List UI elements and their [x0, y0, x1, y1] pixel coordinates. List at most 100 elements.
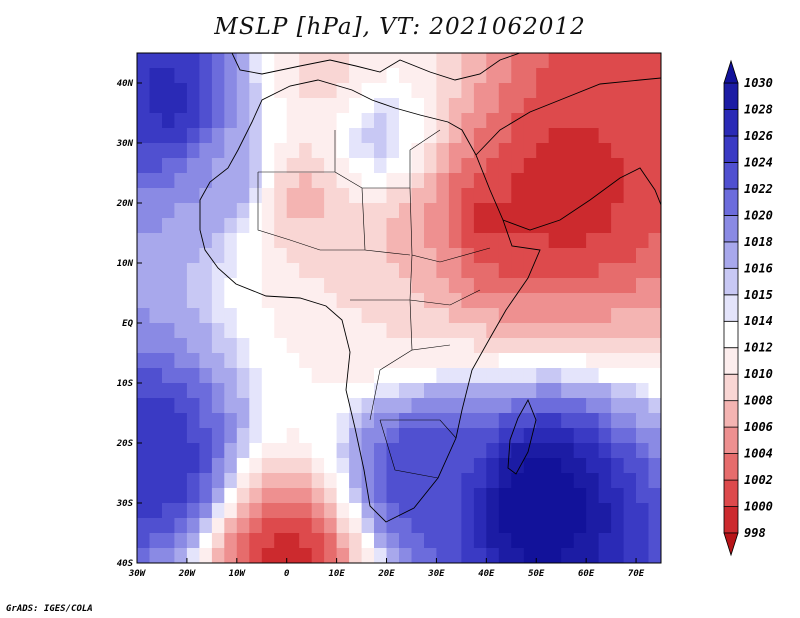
pressure-cell: [536, 458, 550, 474]
pressure-cell: [261, 173, 275, 189]
pressure-cell: [648, 473, 661, 489]
pressure-cell: [498, 113, 512, 129]
pressure-cell: [586, 158, 600, 174]
pressure-cell: [548, 458, 562, 474]
lon-tick-label: 70E: [628, 569, 645, 579]
pressure-cell: [523, 383, 537, 399]
pressure-cell: [411, 413, 425, 429]
pressure-cell: [311, 278, 325, 294]
pressure-cell: [236, 233, 250, 249]
pressure-cell: [299, 188, 313, 204]
pressure-cell: [386, 53, 400, 69]
pressure-cell: [598, 128, 612, 144]
pressure-cell: [611, 53, 625, 69]
pressure-cell: [611, 428, 625, 444]
pressure-cell: [311, 263, 325, 279]
pressure-cell: [349, 338, 363, 354]
pressure-cell: [586, 128, 600, 144]
pressure-cell: [523, 518, 537, 534]
pressure-cell: [162, 128, 176, 144]
lon-tick-label: 40E: [478, 569, 495, 579]
pressure-cell: [274, 158, 288, 174]
pressure-cell: [411, 428, 425, 444]
pressure-cell: [236, 278, 250, 294]
pressure-cell: [486, 233, 500, 249]
pressure-cell: [299, 428, 313, 444]
pressure-cell: [186, 218, 200, 234]
pressure-cell: [361, 293, 375, 309]
pressure-cell: [411, 53, 425, 69]
colorbar-label: 1016: [744, 261, 773, 275]
pressure-cell: [274, 368, 288, 384]
chart-title: MSLP [hPa], VT: 2021062012: [214, 14, 586, 40]
pressure-cell: [186, 113, 200, 129]
arabia-coastline: [475, 77, 661, 231]
pressure-cell: [636, 458, 650, 474]
pressure-cell: [374, 383, 388, 399]
pressure-cell: [249, 68, 263, 84]
pressure-cell: [548, 98, 562, 114]
pressure-cell: [548, 83, 562, 99]
pressure-cell: [199, 503, 213, 519]
pressure-cell: [411, 113, 425, 129]
pressure-cell: [586, 323, 600, 339]
pressure-cell: [336, 188, 350, 204]
pressure-cell: [274, 143, 288, 159]
pressure-cell: [536, 533, 550, 549]
pressure-cell: [424, 218, 438, 234]
pressure-cell: [598, 323, 612, 339]
pressure-cell: [324, 443, 338, 459]
pressure-cell: [211, 98, 225, 114]
pressure-cell: [149, 263, 163, 279]
pressure-cell: [336, 143, 350, 159]
pressure-cell: [349, 158, 363, 174]
pressure-cell: [436, 473, 450, 489]
credit-text: GrADS: IGES/COLA: [6, 604, 93, 614]
pressure-cell: [324, 308, 338, 324]
pressure-cell: [473, 248, 487, 264]
pressure-cell: [486, 503, 500, 519]
madagascar-coastline: [507, 398, 537, 475]
pressure-cell: [623, 53, 637, 69]
pressure-cell: [199, 278, 213, 294]
pressure-cell: [411, 203, 425, 219]
pressure-cell: [299, 368, 313, 384]
pressure-cell: [374, 188, 388, 204]
pressure-cell: [636, 533, 650, 549]
pressure-cell: [573, 263, 587, 279]
pressure-cell: [473, 548, 487, 563]
pressure-cell: [486, 443, 500, 459]
pressure-cell: [249, 398, 263, 414]
pressure-cell: [286, 398, 300, 414]
pressure-cell: [336, 233, 350, 249]
pressure-cell: [648, 113, 661, 129]
pressure-cell: [149, 53, 163, 69]
pressure-cell: [648, 278, 661, 294]
pressure-cell: [349, 53, 363, 69]
pressure-cell: [536, 98, 550, 114]
pressure-cell: [299, 263, 313, 279]
pressure-cell: [274, 308, 288, 324]
pressure-cell: [461, 263, 475, 279]
pressure-cell: [573, 278, 587, 294]
pressure-cell: [249, 143, 263, 159]
pressure-cell: [186, 263, 200, 279]
pressure-cell: [137, 398, 151, 414]
pressure-cell: [473, 278, 487, 294]
pressure-cell: [261, 68, 275, 84]
pressure-cell: [498, 548, 512, 563]
colorbar-label: 998: [744, 526, 766, 540]
pressure-cell: [299, 338, 313, 354]
pressure-cell: [511, 443, 525, 459]
pressure-cell: [311, 398, 325, 414]
colorbar-label: 1000: [744, 500, 773, 514]
pressure-cell: [137, 518, 151, 534]
pressure-cell: [386, 128, 400, 144]
pressure-cell: [174, 278, 188, 294]
pressure-cell: [274, 98, 288, 114]
pressure-cell: [473, 368, 487, 384]
pressure-cell: [611, 203, 625, 219]
pressure-cell: [611, 113, 625, 129]
pressure-cell: [486, 548, 500, 563]
pressure-cell: [211, 83, 225, 99]
